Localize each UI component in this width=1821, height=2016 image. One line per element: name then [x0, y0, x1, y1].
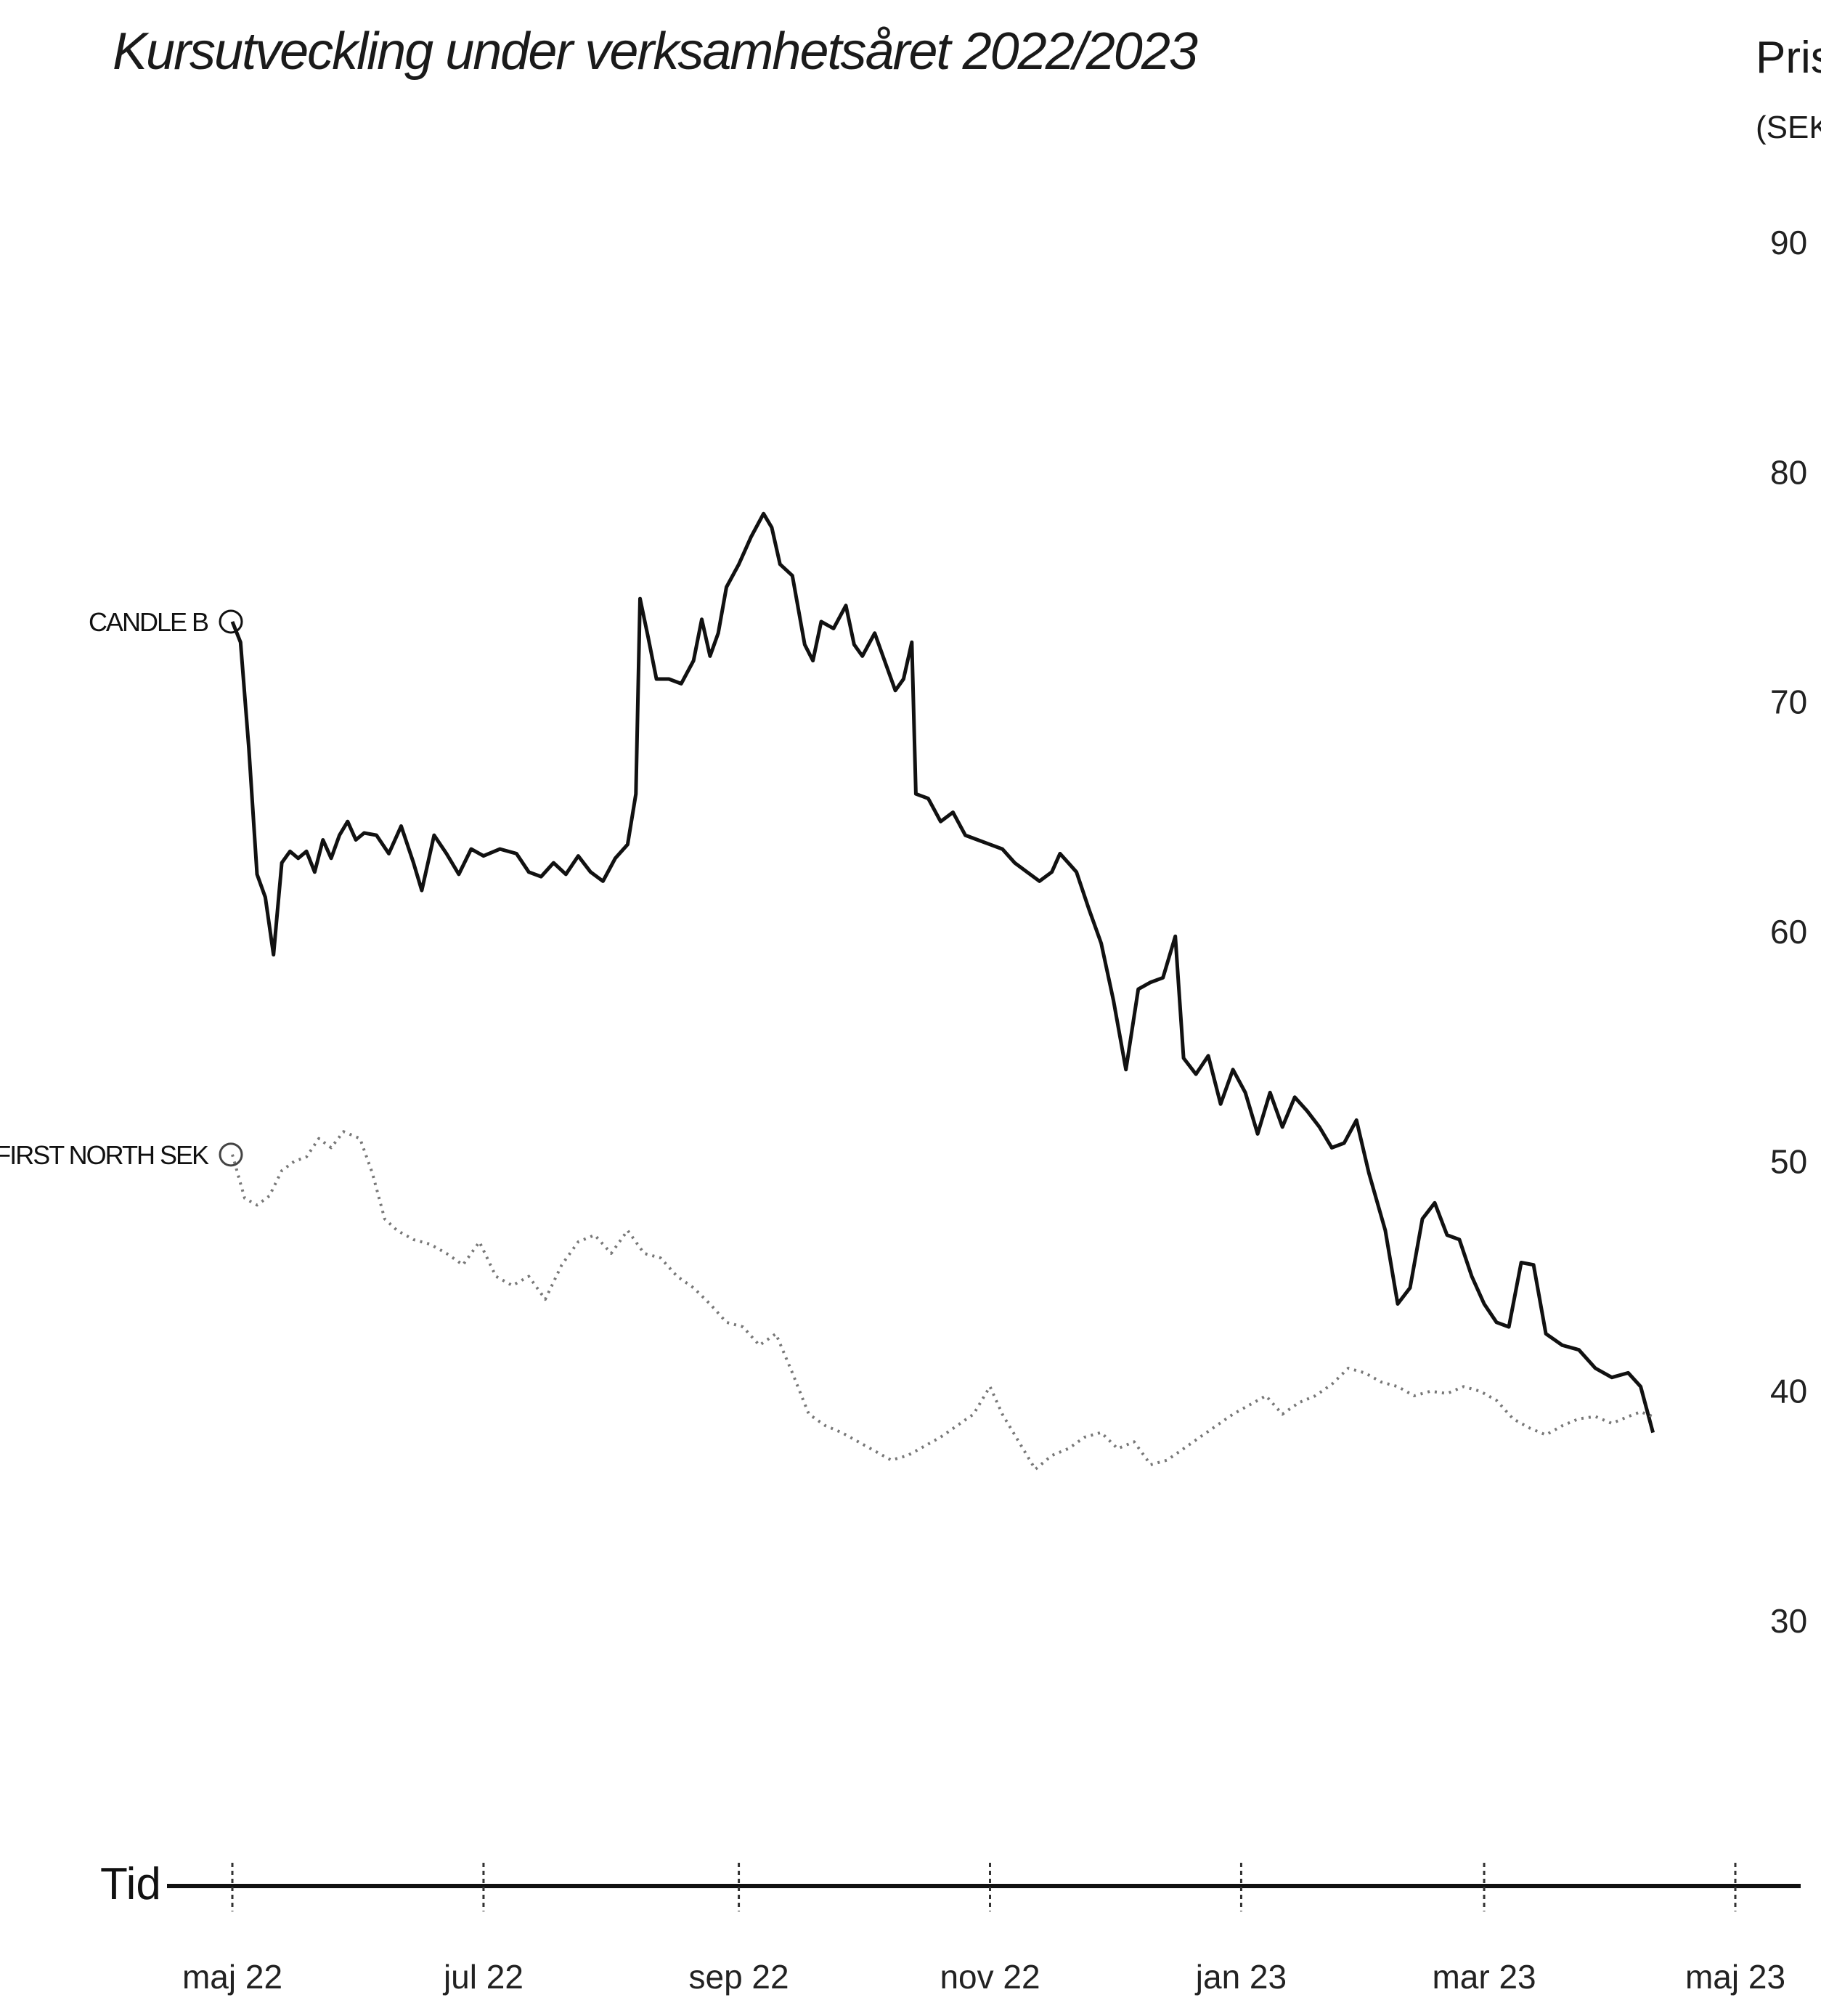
y-tick-label-90: 90	[1770, 224, 1807, 261]
series-line-0	[230, 511, 1655, 1434]
x-tick-marks: maj 22 jul 22 sep 22 nov 22 jan 23 mar 23 maj …	[182, 1863, 1785, 1996]
y-tick-label-40: 40	[1770, 1373, 1807, 1410]
x-tick-label-1: jul 22	[442, 1958, 524, 1996]
series-lines	[230, 511, 1655, 1471]
series-marker-0	[219, 609, 243, 634]
series-labels: CANDLE B FIRST NORTH SEK	[0, 607, 243, 1170]
x-tick-label-3: nov 22	[940, 1958, 1040, 1996]
series-label-0: CANDLE B	[89, 607, 208, 637]
y-tick-label-30: 30	[1770, 1602, 1807, 1640]
x-tick-label-0: maj 22	[182, 1958, 282, 1996]
chart-title: Kursutveckling under verksamhetsåret 202…	[113, 23, 1198, 81]
series-line-1	[231, 1130, 1654, 1471]
x-tick-label-6: maj 23	[1685, 1958, 1785, 1996]
y-tick-label-60: 60	[1770, 913, 1807, 951]
y-axis-unit: (SEK)	[1756, 110, 1821, 145]
y-tick-label-70: 70	[1770, 683, 1807, 721]
x-tick-label-5: mar 23	[1432, 1958, 1536, 1996]
series-label-1: FIRST NORTH SEK	[0, 1140, 209, 1170]
x-axis-label: Tid	[100, 1859, 161, 1909]
y-tick-labels: 30 40 50 60 70 80 90	[1770, 224, 1807, 1640]
y-tick-label-80: 80	[1770, 453, 1807, 491]
y-axis-label: Pris	[1756, 33, 1821, 83]
x-tick-label-4: jan 23	[1194, 1958, 1287, 1996]
series-marker-1	[219, 1142, 243, 1167]
y-tick-label-50: 50	[1770, 1142, 1807, 1180]
x-tick-label-2: sep 22	[688, 1958, 789, 1996]
